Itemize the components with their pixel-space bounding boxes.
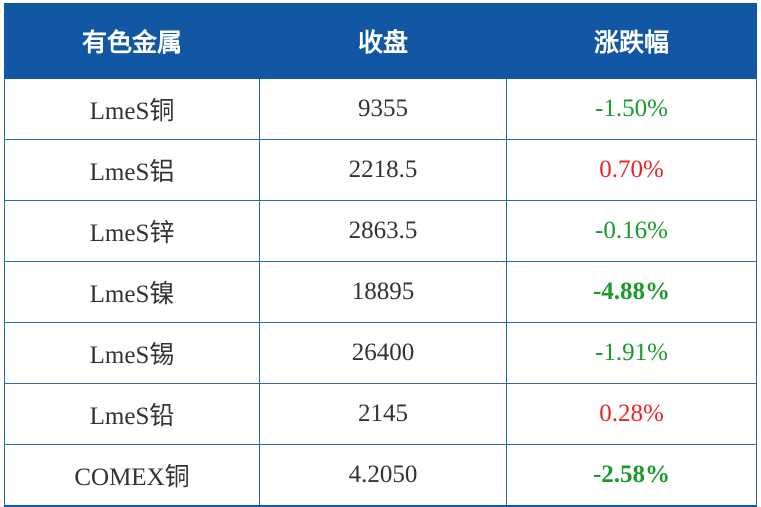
- header-metal: 有色金属: [4, 3, 260, 79]
- change-percent-cell: 0.70%: [506, 139, 757, 201]
- metal-name-cell: LmeS铅: [4, 383, 260, 445]
- change-percent-cell: -2.58%: [506, 444, 757, 507]
- table-row: LmeS锡 26400 -1.91%: [4, 322, 757, 384]
- close-price-cell: 26400: [259, 322, 507, 384]
- header-row: 有色金属 收盘 涨跌幅: [4, 3, 757, 79]
- metal-name-cell: LmeS锡: [4, 322, 260, 384]
- header-change: 涨跌幅: [506, 3, 757, 79]
- table-row: LmeS铝 2218.5 0.70%: [4, 139, 757, 201]
- close-price-cell: 2145: [259, 383, 507, 445]
- change-percent-cell: -1.50%: [506, 78, 757, 140]
- metals-price-table: 有色金属 收盘 涨跌幅 LmeS铜 9355 -1.50% LmeS铝 2218…: [4, 3, 757, 507]
- change-percent-cell: -1.91%: [506, 322, 757, 384]
- header-close: 收盘: [259, 3, 507, 79]
- change-percent-cell: -4.88%: [506, 261, 757, 323]
- metal-name-cell: COMEX铜: [4, 444, 260, 507]
- table-header: 有色金属 收盘 涨跌幅: [4, 3, 757, 79]
- close-price-cell: 2218.5: [259, 139, 507, 201]
- close-price-cell: 4.2050: [259, 444, 507, 507]
- change-percent-cell: 0.28%: [506, 383, 757, 445]
- change-percent-cell: -0.16%: [506, 200, 757, 262]
- metal-name-cell: LmeS锌: [4, 200, 260, 262]
- table-row: COMEX铜 4.2050 -2.58%: [4, 444, 757, 507]
- table-body: LmeS铜 9355 -1.50% LmeS铝 2218.5 0.70% Lme…: [4, 78, 757, 507]
- close-price-cell: 18895: [259, 261, 507, 323]
- metal-name-cell: LmeS镍: [4, 261, 260, 323]
- table-row: LmeS铜 9355 -1.50%: [4, 78, 757, 140]
- table-row: LmeS锌 2863.5 -0.16%: [4, 200, 757, 262]
- close-price-cell: 9355: [259, 78, 507, 140]
- close-price-cell: 2863.5: [259, 200, 507, 262]
- metal-name-cell: LmeS铜: [4, 78, 260, 140]
- metal-name-cell: LmeS铝: [4, 139, 260, 201]
- table-row: LmeS铅 2145 0.28%: [4, 383, 757, 445]
- table-row: LmeS镍 18895 -4.88%: [4, 261, 757, 323]
